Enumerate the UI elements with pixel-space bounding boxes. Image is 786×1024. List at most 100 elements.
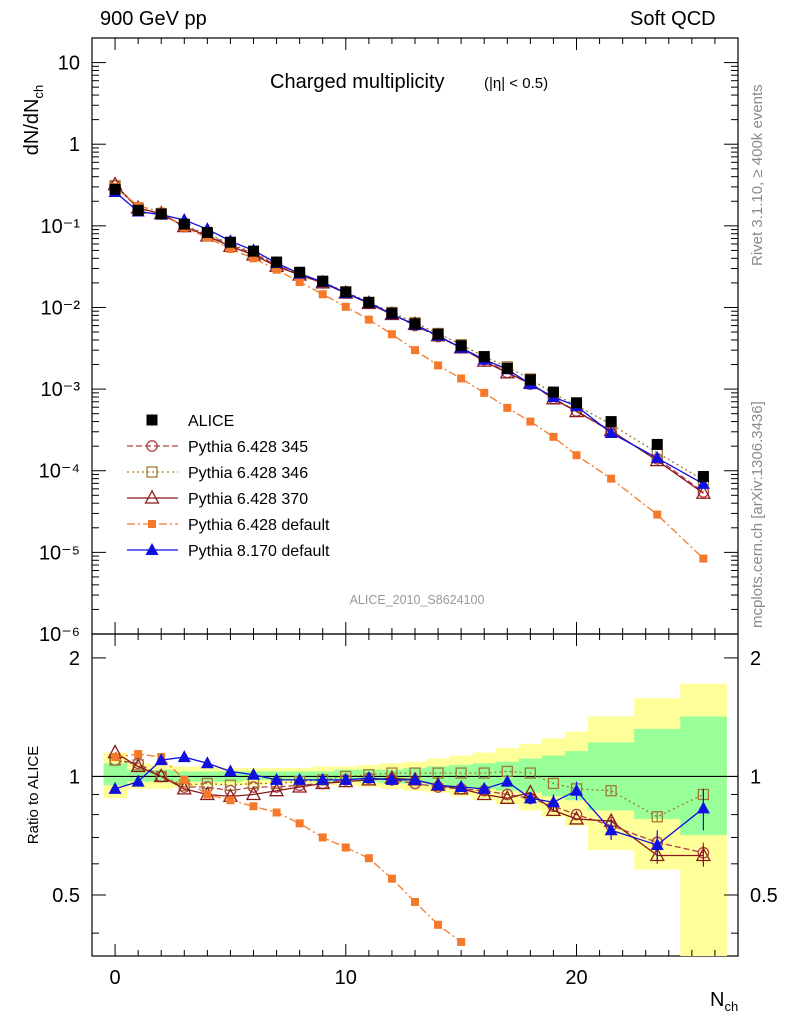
y-tick-label-ratio: 0.5: [52, 885, 80, 907]
ratio-point-p8def: [546, 795, 560, 808]
ratio-point-p6def: [434, 920, 443, 929]
ratio-line-p346: [114, 759, 704, 818]
data-point-p6def: [607, 474, 616, 483]
data-point-alice: [547, 386, 559, 398]
ratio-point-p6def: [249, 802, 258, 811]
data-point-alice: [363, 297, 375, 309]
data-point-alice: [224, 236, 236, 248]
ratio-point-p346: [547, 777, 560, 790]
data-point-alice: [409, 318, 421, 330]
axes-group: 0 10 20 10 1 10⁻¹ 10⁻² 10⁻³ 10⁻⁴ 10⁻⁵ 10⁻⁶ 0.5 0.5 1 1…: [39, 37, 778, 989]
data-point-p6def: [457, 374, 466, 383]
legend-marker-p8def: [145, 543, 159, 555]
ratio-point-p370: [499, 789, 515, 804]
x-tick-label: 0: [110, 967, 121, 989]
data-point-alice: [155, 208, 167, 220]
legend-marker-p6def: [148, 520, 156, 528]
data-point-p6def: [653, 510, 662, 519]
ratio-point-p8def: [362, 771, 376, 784]
y-tick-label-ratio-right: 1: [750, 766, 761, 788]
y-axis-label-ratio: Ratio to ALICE: [25, 746, 42, 844]
ratio-point-p346: [478, 767, 490, 779]
y-tick-label-main: 10⁻³: [41, 379, 81, 401]
data-point-alice: [478, 351, 490, 363]
legend-label-p6def: Pythia 6.428 default: [188, 517, 330, 534]
ratio-point-p370: [545, 802, 562, 817]
data-point-alice: [340, 286, 352, 298]
main-series-group: [107, 176, 711, 563]
ratio-point-p370: [130, 758, 146, 773]
legend-marker-p345: [146, 440, 158, 452]
ratio-point-p8def: [247, 767, 260, 780]
data-point-alice: [248, 245, 259, 257]
band-inner-segment: [518, 758, 543, 793]
y-tick-label-main: 1: [69, 134, 80, 156]
ratio-point-p6def: [272, 808, 281, 817]
data-point-alice: [178, 218, 190, 230]
ratio-point-p6def: [341, 843, 350, 852]
legend-marker-p346: [146, 466, 158, 478]
y-tick-label-main: 10⁻¹: [41, 216, 81, 238]
legend-marker-p370: [144, 489, 160, 504]
side-label-bottom: mcplots.cern.ch [arXiv:1306.3436]: [749, 401, 766, 628]
chart-title: Charged multiplicity: [270, 71, 445, 93]
ratio-point-p8def: [500, 774, 514, 787]
band-inner-segment: [634, 728, 681, 819]
ratio-point-p6def: [364, 854, 373, 863]
y-tick-label-ratio-right: 2: [750, 648, 761, 670]
ratio-point-p8def: [339, 772, 353, 785]
data-point-p370: [695, 484, 711, 499]
ratio-point-p6def: [318, 833, 327, 842]
y-tick-label-ratio-right: 0.5: [750, 885, 778, 907]
ratio-point-p8def: [408, 772, 422, 785]
data-point-alice: [501, 362, 513, 374]
ratio-point-p370: [268, 782, 285, 797]
ratio-line-p8def: [114, 756, 704, 846]
data-point-p6def: [364, 315, 373, 324]
band-inner-segment: [103, 763, 128, 786]
data-point-alice: [109, 183, 121, 195]
data-point-p6def: [411, 346, 419, 355]
ratio-point-p8def: [200, 756, 214, 769]
data-point-p6def: [549, 432, 558, 441]
ratio-point-p8def: [131, 774, 145, 787]
ratio-point-p8def: [523, 791, 537, 804]
ratio-point-p8def: [108, 781, 122, 794]
data-point-p6def: [503, 403, 512, 412]
legend-label-p346: Pythia 6.428 346: [188, 465, 308, 482]
y-tick-label-ratio: 2: [69, 648, 80, 670]
data-point-p6def: [272, 265, 281, 274]
data-point-p6def: [434, 361, 443, 370]
data-point-alice: [317, 275, 329, 287]
ratio-point-p346: [651, 811, 663, 823]
data-point-alice: [571, 397, 582, 409]
band-inner-segment: [149, 769, 174, 782]
ratio-point-p6def: [203, 790, 212, 799]
data-point-alice: [386, 307, 398, 319]
x-tick-label: 10: [335, 967, 357, 989]
ratio-point-p370: [176, 780, 192, 795]
ratio-point-p346: [455, 767, 467, 779]
header-right: Soft QCD: [630, 8, 716, 30]
data-point-p8def: [696, 476, 710, 489]
data-point-alice: [201, 226, 213, 238]
ratio-point-p8def: [604, 823, 618, 836]
ratio-point-p8def: [177, 750, 191, 763]
data-point-p6def: [387, 330, 396, 339]
ratio-point-p6def: [180, 775, 189, 784]
data-point-alice: [455, 340, 467, 352]
data-point-p6def: [318, 290, 327, 299]
data-point-alice: [651, 438, 663, 450]
ratio-point-p8def: [385, 772, 399, 785]
ratio-point-p8def: [477, 781, 491, 794]
ratio-point-p6def: [387, 874, 396, 883]
ratio-point-p6def: [111, 753, 120, 762]
y-axis-label-main: dN/dNch: [21, 85, 46, 155]
data-point-alice: [132, 204, 144, 216]
ratio-point-p6def: [134, 750, 143, 759]
data-point-p6def: [526, 417, 535, 426]
ratio-point-p8def: [316, 772, 330, 785]
ratio-point-p370: [245, 786, 262, 801]
y-tick-label-ratio: 1: [69, 766, 80, 788]
